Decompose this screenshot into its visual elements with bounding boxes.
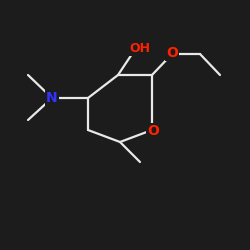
Text: OH: OH [130,42,150,56]
Text: O: O [147,124,159,138]
Text: N: N [46,91,58,105]
Text: O: O [166,46,178,60]
